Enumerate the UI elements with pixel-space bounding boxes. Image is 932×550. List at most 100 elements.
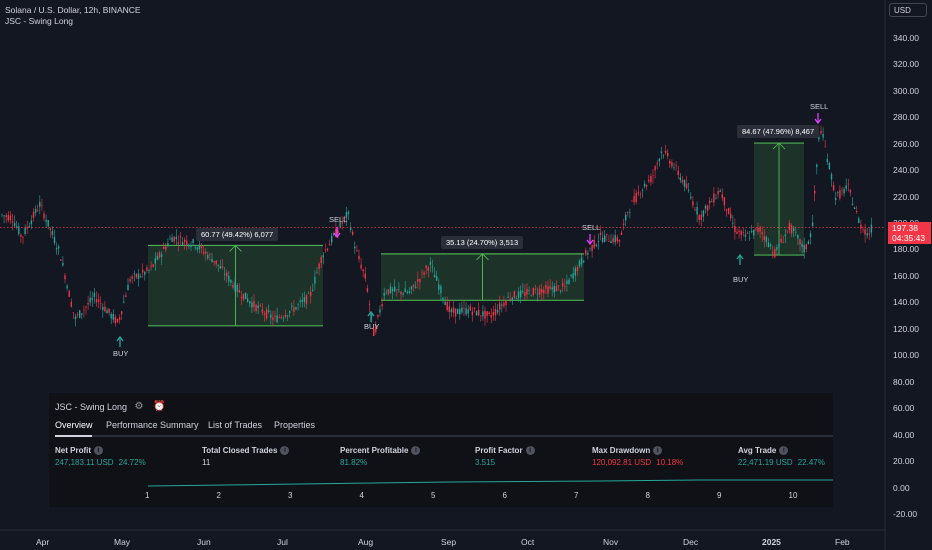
candle-body [436,276,438,281]
alert-clock-icon[interactable]: ⏰ [153,401,166,412]
candle-body [769,244,772,247]
candle-body [112,314,114,320]
candle-body [862,228,864,230]
price-tick-label: -20.00 [893,508,918,519]
candle-body [22,236,24,238]
candle-body [394,286,396,292]
candle-body [522,290,524,293]
info-icon[interactable]: i [653,446,663,456]
metric-percent: 22.47% [797,458,825,468]
candle-body [366,288,369,292]
candle-body [549,286,551,289]
candle-body [692,201,694,206]
candle-body [694,209,696,211]
candle-body [807,241,810,244]
candle-body [410,286,413,290]
candle-body [543,289,545,294]
candle-body [421,271,423,273]
candle-body [534,288,537,290]
candle-body [551,287,553,290]
candle-body [482,311,484,317]
candle-body [782,242,784,244]
buy-signal-label: BUY [364,322,380,331]
candle-body [169,238,171,240]
candle-body [257,305,259,309]
candle-body [265,309,268,319]
candle-body [578,260,581,267]
candle-body [93,292,96,297]
active-tab-indicator [55,435,92,437]
candle-body [158,252,161,258]
metric-label: Net Profit [55,446,91,455]
date-tick-label: Jun [197,537,211,547]
info-icon[interactable]: i [280,446,290,456]
info-icon[interactable]: i [779,446,789,456]
candle-body [608,241,610,242]
candle-body [503,302,505,307]
date-tick-label: Feb [835,537,850,547]
candle-body [431,266,434,267]
candle-body [751,230,753,233]
info-icon[interactable]: i [525,446,535,456]
candle-body [757,227,759,232]
tab-properties[interactable]: Properties [274,420,316,430]
candle-body [480,315,482,317]
candle-body [438,284,440,290]
candle-body [513,291,516,298]
info-icon[interactable]: i [411,446,421,456]
settings-icon[interactable]: ⚙ [134,401,144,412]
trade-arrow-head [772,142,786,150]
candle-body [496,310,499,313]
candle-body [379,309,381,313]
candle-body [448,306,450,313]
date-tick-label: Aug [358,537,374,547]
candle-body [217,264,219,266]
candle-body [562,283,564,287]
candle-body [152,264,154,267]
candle-body [824,146,826,148]
candle-body [121,311,123,315]
candle-body [286,315,289,317]
candle-body [538,288,541,295]
candle-body [793,228,795,231]
candle-body [790,225,793,234]
metric-value: 247,183.11 USD [55,458,114,468]
candle-body [690,196,692,199]
strategy-title[interactable]: JSC - Swing Long [5,16,74,26]
candle-body [423,272,425,275]
candle-body [419,279,421,283]
candle-body [223,274,226,276]
candle-body [856,210,858,212]
candle-body [593,240,595,248]
candle-body [55,247,58,250]
candle-body [144,271,146,275]
candle-body [253,300,255,307]
metric-net-profit: Net Profit i 247,183.11 USD 24.72% [55,446,146,467]
candle-body [570,274,572,276]
candle-body [612,238,614,243]
candle-body [721,194,723,199]
info-icon[interactable]: i [94,446,103,456]
candle-body [870,224,873,233]
candle-body [278,317,280,318]
candle-body [429,261,432,265]
sell-arrow-head [814,118,822,125]
tab-list-of-trades[interactable]: List of Trades [208,420,263,430]
candle-body [337,230,339,234]
candle-body [173,236,175,242]
candle-body [866,233,868,236]
symbol-title[interactable]: Solana / U.S. Dollar, 12h, BINANCE [5,5,141,15]
tab-overview[interactable]: Overview [55,420,93,430]
candle-body [778,243,780,248]
candle-body [528,290,530,291]
candle-body [190,244,192,247]
tab-performance-summary[interactable]: Performance Summary [106,420,199,430]
candle-body [511,297,513,301]
candle-body [673,167,675,169]
currency-selector[interactable]: USD [889,3,927,17]
candle-body [786,230,789,232]
candle-body [154,258,156,264]
candle-body [251,302,253,308]
candle-body [606,233,608,235]
